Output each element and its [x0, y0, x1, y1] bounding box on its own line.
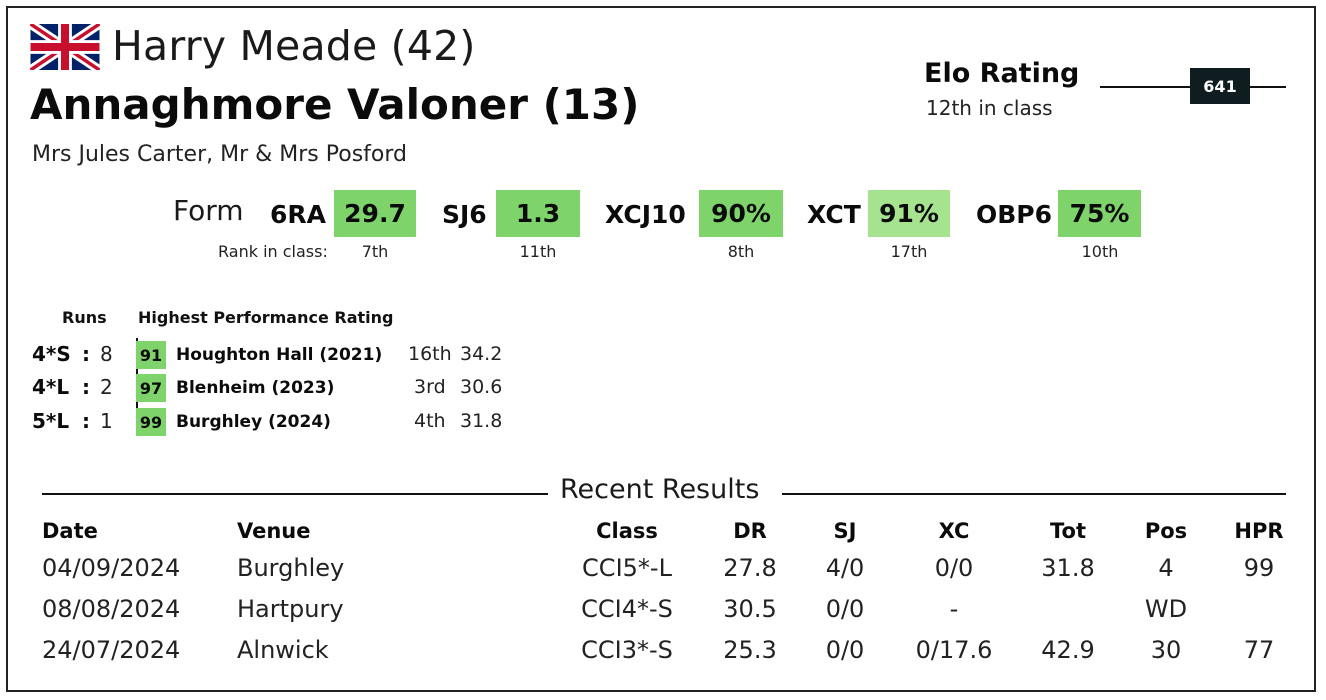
- col-header-date: Date: [42, 519, 98, 543]
- result-sj: 4/0: [825, 554, 865, 582]
- form-value-xcj10: 90%: [699, 190, 783, 237]
- form-value-6ra: 29.7: [334, 190, 416, 237]
- run-count: 8: [100, 342, 113, 366]
- run-class: 5*L: [32, 409, 70, 433]
- result-tot: 31.8: [1041, 554, 1095, 582]
- hpr-value: 91: [136, 341, 166, 369]
- run-class: 4*S: [32, 342, 71, 366]
- result-dr: 27.8: [723, 554, 777, 582]
- elo-rank: 12th in class: [926, 96, 1053, 120]
- run-count: 2: [100, 375, 113, 399]
- result-class: CCI3*-S: [581, 636, 673, 664]
- form-label-6ra: 6RA: [270, 200, 326, 229]
- elo-value-badge: 641: [1190, 68, 1250, 104]
- rank-xcj10: 8th: [727, 242, 755, 261]
- form-value-obp6: 75%: [1058, 190, 1141, 237]
- col-header-class: Class: [596, 519, 658, 543]
- form-value-sj6: 1.3: [496, 190, 580, 237]
- col-header-pos: Pos: [1144, 519, 1188, 543]
- result-pos: 30: [1150, 636, 1182, 664]
- hpr-value: 97: [136, 374, 166, 402]
- result-date: 04/09/2024: [42, 554, 181, 582]
- run-separator: :: [82, 342, 90, 366]
- col-header-venue: Venue: [237, 519, 311, 543]
- hpr-event: Blenheim (2023): [176, 378, 335, 398]
- result-tot: 42.9: [1041, 636, 1095, 664]
- hpr-event: Houghton Hall (2021): [176, 345, 383, 365]
- recent-results-title: Recent Results: [558, 474, 762, 505]
- result-venue: Burghley: [237, 554, 345, 582]
- rank-xct: 17th: [890, 242, 928, 261]
- form-label-obp6: OBP6: [976, 200, 1053, 229]
- run-separator: :: [82, 375, 90, 399]
- horse-name: Annaghmore Valoner (13): [30, 80, 640, 129]
- union-jack-flag-icon: [30, 24, 100, 70]
- rank-in-class-label: Rank in class:: [218, 242, 328, 261]
- result-sj: 0/0: [825, 595, 865, 623]
- recent-results-rule-right: [782, 493, 1286, 495]
- result-pos: WD: [1144, 595, 1188, 623]
- rank-sj6: 11th: [519, 242, 557, 261]
- runs-header: Runs: [62, 308, 107, 327]
- result-sj: 0/0: [825, 636, 865, 664]
- result-pos: 4: [1158, 554, 1174, 582]
- result-class: CCI5*-L: [582, 554, 672, 582]
- hpr-position: 16th: [408, 343, 452, 365]
- col-header-sj: SJ: [833, 519, 857, 543]
- owners: Mrs Jules Carter, Mr & Mrs Posford: [32, 142, 407, 167]
- run-class: 4*L: [32, 375, 70, 399]
- hpr-score: 30.6: [460, 376, 503, 398]
- hpr-position: 3rd: [414, 376, 446, 398]
- result-class: CCI4*-S: [581, 595, 673, 623]
- col-header-xc: XC: [938, 519, 970, 543]
- hpr-value: 99: [136, 408, 166, 436]
- result-venue: Hartpury: [237, 595, 344, 623]
- col-header-hpr: HPR: [1234, 519, 1284, 543]
- form-label-sj6: SJ6: [442, 200, 487, 229]
- hpr-event: Burghley (2024): [176, 412, 331, 432]
- result-xc: 0/17.6: [915, 636, 993, 664]
- result-hpr: 77: [1243, 636, 1275, 664]
- col-header-tot: Tot: [1049, 519, 1087, 543]
- result-dr: 25.3: [723, 636, 777, 664]
- rank-6ra: 7th: [361, 242, 389, 261]
- result-date: 24/07/2024: [42, 636, 181, 664]
- form-label-xcj10: XCJ10: [605, 200, 686, 229]
- hpr-position: 4th: [414, 410, 446, 432]
- result-dr: 30.5: [723, 595, 777, 623]
- run-count: 1: [100, 409, 113, 433]
- result-hpr: 99: [1243, 554, 1275, 582]
- recent-results-rule-left: [42, 493, 548, 495]
- hpr-score: 34.2: [460, 343, 503, 365]
- hpr-score: 31.8: [460, 410, 503, 432]
- result-venue: Alnwick: [237, 636, 329, 664]
- result-date: 08/08/2024: [42, 595, 181, 623]
- form-label-xct: XCT: [807, 200, 861, 229]
- col-header-dr: DR: [733, 519, 767, 543]
- rider-name: Harry Meade (42): [112, 22, 476, 70]
- form-value-xct: 91%: [868, 190, 950, 237]
- run-separator: :: [82, 409, 90, 433]
- elo-title: Elo Rating: [924, 58, 1080, 89]
- horse-profile-card: Harry Meade (42) Annaghmore Valoner (13)…: [6, 6, 1316, 692]
- result-xc: -: [949, 595, 959, 623]
- result-xc: 0/0: [934, 554, 974, 582]
- rank-obp6: 10th: [1081, 242, 1119, 261]
- form-label: Form: [173, 194, 244, 227]
- hpr-header: Highest Performance Rating: [138, 308, 394, 327]
